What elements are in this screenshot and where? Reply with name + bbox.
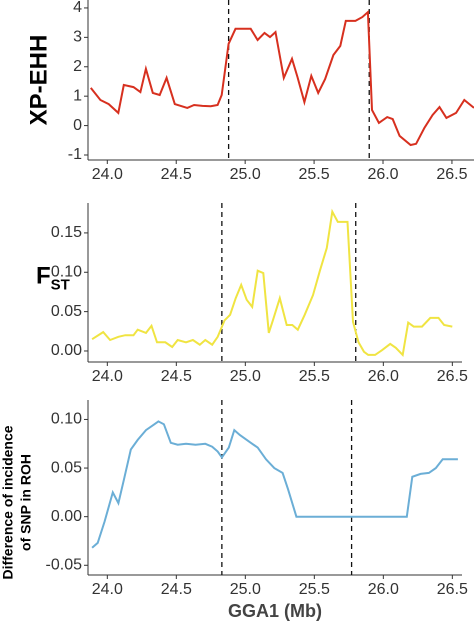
- x-tick-label: 25.0: [230, 581, 261, 598]
- x-axis-label: GGA1 (Mb): [228, 601, 322, 621]
- x-tick-label: 24.0: [92, 368, 123, 385]
- y-tick-label: 0: [73, 117, 82, 134]
- data-line: [91, 208, 453, 358]
- x-tick-label: 24.0: [92, 166, 123, 183]
- x-tick-label: 26.5: [436, 166, 467, 183]
- x-tick-label: 25.0: [230, 166, 261, 183]
- data-line: [91, 420, 458, 549]
- x-tick-label: 26.0: [368, 368, 399, 385]
- x-tick-label: 24.5: [161, 368, 192, 385]
- y-tick-label: 0.05: [51, 459, 82, 476]
- x-tick-label: 25.5: [299, 581, 330, 598]
- y-axis-label: of SNP in ROH: [18, 454, 34, 551]
- y-tick-label: 0.05: [51, 303, 82, 320]
- y-axis-label: Difference of incidence: [0, 425, 16, 579]
- x-tick-label: 24.5: [161, 581, 192, 598]
- x-tick-label: 24.5: [161, 166, 192, 183]
- y-axis-label: XP-EHH: [25, 35, 52, 126]
- x-tick-label: 24.0: [92, 581, 123, 598]
- y-tick-label: 0.10: [51, 411, 82, 428]
- x-tick-label: 25.5: [299, 166, 330, 183]
- x-tick-label: 25.5: [299, 368, 330, 385]
- y-tick-label: 0.10: [51, 263, 82, 280]
- y-tick-label: 0.00: [51, 342, 82, 359]
- y-axis-label-main: F: [36, 263, 51, 290]
- y-tick-label: 4: [73, 0, 82, 16]
- x-tick-label: 26.5: [437, 581, 468, 598]
- x-tick-label: 25.0: [230, 368, 261, 385]
- y-tick-label: 1: [73, 87, 82, 104]
- y-tick-label: 3: [73, 29, 82, 46]
- y-tick-label: 0.15: [51, 224, 82, 241]
- y-axis-label-sub: ST: [51, 276, 70, 293]
- y-tick-label: -0.05: [46, 556, 83, 573]
- data-line: [90, 9, 474, 147]
- x-tick-label: 26.0: [368, 581, 399, 598]
- y-tick-label: 0.00: [51, 508, 82, 525]
- x-tick-label: 26.5: [437, 368, 468, 385]
- y-tick-label: 2: [73, 58, 82, 75]
- x-tick-label: 26.0: [367, 166, 398, 183]
- y-tick-label: -1: [68, 146, 82, 163]
- y-axis-label: FST: [36, 263, 70, 294]
